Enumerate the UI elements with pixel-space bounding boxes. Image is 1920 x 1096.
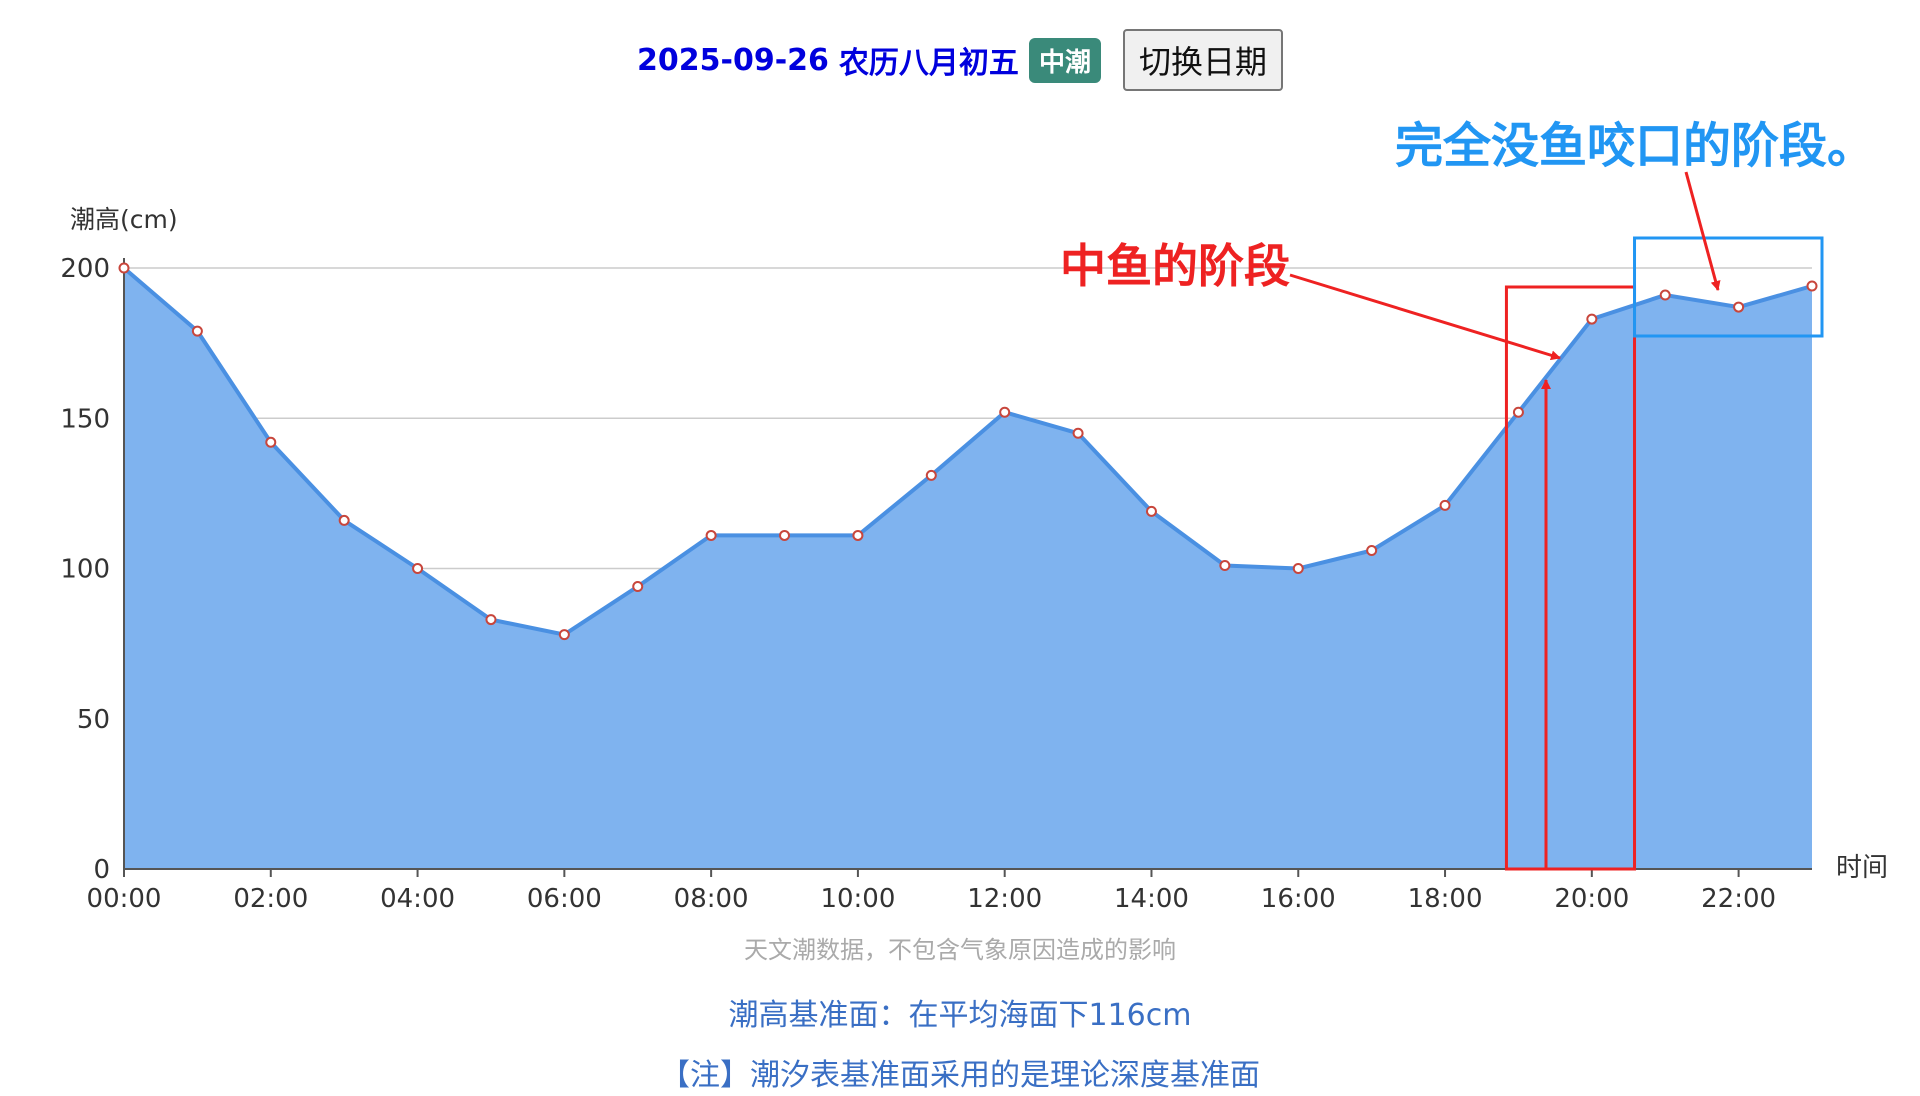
date-line: 2025-09-26 农历八月初五 中潮 [637, 37, 1101, 83]
x-axis-label: 时间 [1836, 853, 1888, 883]
tide-line [122, 266, 1813, 637]
data-point [925, 469, 937, 481]
fishing-stage-label: 中鱼的阶段 [1060, 239, 1290, 293]
data-point [1219, 559, 1231, 571]
data-point [338, 514, 350, 526]
data-markers [118, 262, 1818, 641]
data-point [705, 529, 717, 541]
x-tick-label: 06:00 [527, 884, 602, 914]
data-source-note: 天文潮数据，不包含气象原因造成的影响 [744, 936, 1176, 964]
x-tick-label: 08:00 [674, 884, 749, 914]
x-tick-label: 00:00 [87, 884, 162, 914]
data-point [412, 563, 424, 574]
x-tick-label: 16:00 [1261, 884, 1336, 914]
data-point [1733, 301, 1745, 313]
data-point [852, 529, 864, 541]
data-point [1512, 406, 1524, 418]
tide-area [124, 268, 1812, 869]
data-point [779, 529, 791, 541]
y-tick-label: 0 [93, 855, 110, 885]
x-tick-label: 02:00 [233, 884, 308, 914]
y-tick-label: 100 [60, 555, 110, 585]
data-point [1806, 280, 1818, 292]
no-bite-stage-label: 完全没鱼咬口的阶段。 [1395, 118, 1875, 174]
y-tick-label: 200 [60, 254, 110, 284]
fishing-stage-arrow [1289, 273, 1561, 361]
header: 2025-09-26 农历八月初五 中潮 切换日期 [0, 0, 1920, 120]
data-point [1145, 505, 1157, 517]
x-tick-label: 04:00 [380, 884, 455, 914]
data-point [558, 629, 570, 641]
y-axis-label: 潮高(cm) [70, 205, 178, 234]
switch-date-button[interactable]: 切换日期 [1122, 29, 1283, 91]
y-tick-label: 50 [77, 705, 110, 735]
data-point [1072, 427, 1084, 439]
no-bite-stage-arrow [1684, 171, 1721, 291]
date-text: 2025-09-26 [637, 42, 829, 78]
fishing-stage-box [1504, 285, 1637, 871]
x-tick-label: 20:00 [1554, 884, 1629, 914]
y-tick-label: 150 [60, 404, 110, 434]
x-tick-label: 18:00 [1408, 884, 1483, 914]
data-point [999, 406, 1011, 418]
data-point [191, 325, 203, 337]
data-point [1659, 289, 1671, 301]
datum-type-note: 【注】潮汐表基准面采用的是理论深度基准面 [660, 1058, 1260, 1093]
x-tick-label: 12:00 [967, 884, 1042, 914]
lunar-date-text: 农历八月初五 [838, 46, 1019, 81]
x-tick-label: 14:00 [1114, 884, 1189, 914]
data-point [1439, 499, 1451, 511]
data-point [485, 614, 497, 626]
data-point [118, 262, 130, 274]
data-point [1366, 544, 1378, 556]
data-point [1586, 313, 1598, 325]
datum-note: 潮高基准面：在平均海面下116cm [728, 998, 1192, 1033]
data-point [1292, 563, 1304, 574]
x-tick-label: 22:00 [1701, 884, 1776, 914]
data-point [265, 436, 277, 448]
tide-type-badge: 中潮 [1028, 37, 1101, 83]
data-point [632, 581, 644, 593]
no-bite-stage-box [1633, 236, 1824, 338]
x-tick-label: 10:00 [820, 884, 895, 914]
annotations: 中鱼的阶段 完全没鱼咬口的阶段。 [1060, 118, 1875, 871]
